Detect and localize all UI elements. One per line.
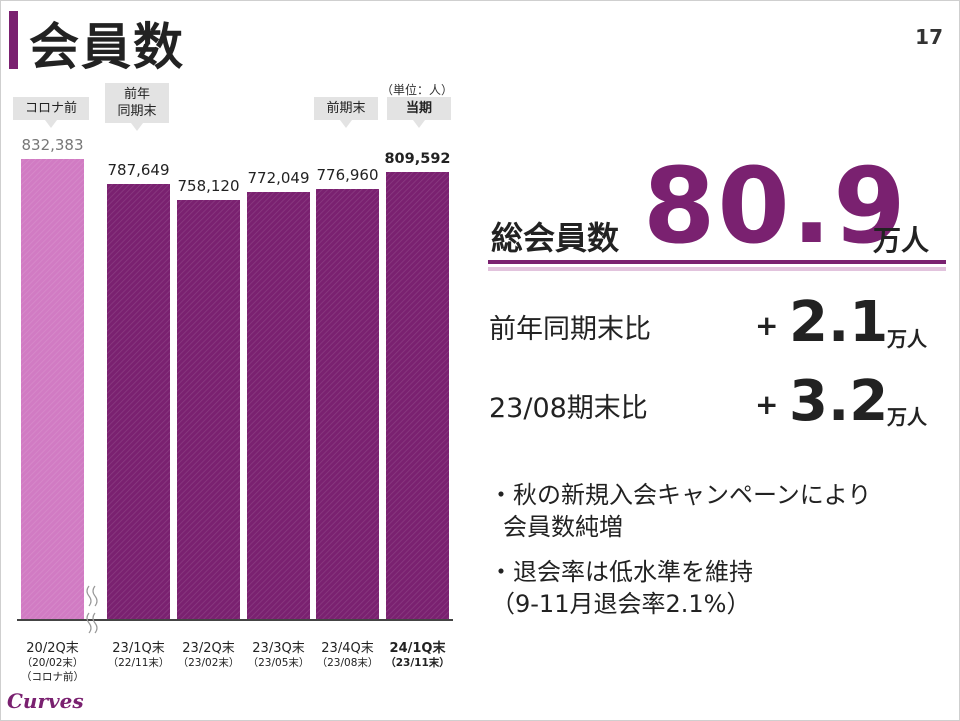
x-axis-label-quarter: 23/3Q末 (252, 641, 305, 656)
x-axis-label-quarter: 23/4Q末 (321, 641, 374, 656)
bar-value-label: 832,383 (21, 136, 83, 154)
x-axis-label-quarter: 20/2Q末 (26, 641, 79, 656)
total-members-value: 80.9 (643, 145, 908, 267)
x-axis-label: 23/4Q末 （23/08末） (306, 637, 389, 670)
bar-texture (107, 184, 170, 619)
member-count-bar-chart: 832,383 787,649 758,120 772,049 776,960 809,5… (17, 136, 453, 634)
x-axis-label-sub: （23/11末） (385, 657, 450, 669)
tag-pre-covid: コロナ前 (13, 97, 89, 128)
period-comparison-unit: 万人 (887, 405, 927, 429)
x-axis-label-sub: （23/02末） (177, 657, 240, 669)
page-number: 17 (915, 25, 943, 49)
yoy-comparison-sign: + (755, 309, 779, 342)
note-campaign-line2: 会員数純増 (503, 513, 623, 541)
period-comparison-value: 3.2 (789, 369, 889, 434)
yoy-comparison-label: 前年同期末比 (489, 314, 651, 345)
tag-current-label: 当期 (405, 101, 432, 116)
note-churn: ・退会率は低水準を維持 （9-11月退会率2.1%） (489, 556, 753, 620)
bar-value-label: 758,120 (177, 177, 239, 195)
x-axis-label-sub: （コロナ前） (21, 671, 84, 683)
x-axis-label-sub: （22/11末） (107, 657, 170, 669)
note-campaign: ・秋の新規入会キャンペーンにより 会員数純増 (489, 479, 871, 543)
yoy-comparison-value: 2.1 (789, 290, 889, 355)
bar-value-label: 776,960 (316, 166, 378, 184)
period-comparison-label: 23/08期末比 (489, 393, 648, 424)
tag-prev-year: 前年 同期末 (105, 83, 169, 131)
x-axis-label-quarter: 23/1Q末 (112, 641, 165, 656)
tag-current: 当期 (387, 97, 451, 128)
tag-prev-period: 前期末 (314, 97, 378, 128)
note-campaign-line1: ・秋の新規入会キャンペーンにより (489, 481, 872, 509)
note-churn-line2: （9-11月退会率2.1%） (491, 590, 751, 618)
page-title: 会員数 (29, 18, 185, 76)
bar-texture (386, 172, 449, 619)
x-axis-label-sub: （20/02末） (21, 657, 84, 669)
total-members-label: 総会員数 (491, 219, 620, 257)
x-axis-label: 20/2Q末 （20/02末） （コロナ前） (11, 637, 94, 684)
title-accent-bar (9, 11, 18, 69)
bar-texture (316, 189, 379, 619)
bar-texture (247, 192, 310, 619)
note-churn-line1: ・退会率は低水準を維持 (489, 558, 753, 586)
x-axis-label: 23/2Q末 （23/02末） (167, 637, 250, 670)
tag-prev-year-line2: 同期末 (117, 104, 157, 119)
x-axis-label: 23/3Q末 （23/05末） (237, 637, 320, 670)
bar-value-label: 809,592 (384, 151, 450, 167)
tag-prev-period-label: 前期末 (326, 101, 366, 116)
x-axis-label-quarter: 24/1Q末 (389, 641, 446, 656)
summary-underline-light (488, 267, 946, 271)
tag-pre-covid-label: コロナ前 (24, 101, 77, 116)
period-comparison-sign: + (755, 388, 779, 421)
axis-break-icon (86, 585, 98, 634)
x-axis-label-quarter: 23/2Q末 (182, 641, 235, 656)
x-axis-label: 23/1Q末 （22/11末） (97, 637, 180, 670)
bar-value-label: 772,049 (247, 169, 309, 187)
x-axis-label: 24/1Q末 （23/11末） (376, 637, 459, 670)
bar-texture (177, 200, 240, 619)
curves-logo: Curves (7, 689, 84, 713)
yoy-comparison-unit: 万人 (887, 327, 927, 351)
x-axis-label-sub: （23/05末） (247, 657, 310, 669)
bar-value-label: 787,649 (107, 161, 169, 179)
tag-prev-year-line1: 前年 (123, 87, 150, 102)
total-members-unit: 万人 (873, 224, 930, 257)
curves-logo-text: Curves (7, 689, 84, 713)
bar-texture (21, 159, 84, 619)
summary-underline (488, 260, 946, 264)
x-axis-label-sub: （23/08末） (316, 657, 379, 669)
unit-note: （単位：人） (381, 83, 454, 97)
